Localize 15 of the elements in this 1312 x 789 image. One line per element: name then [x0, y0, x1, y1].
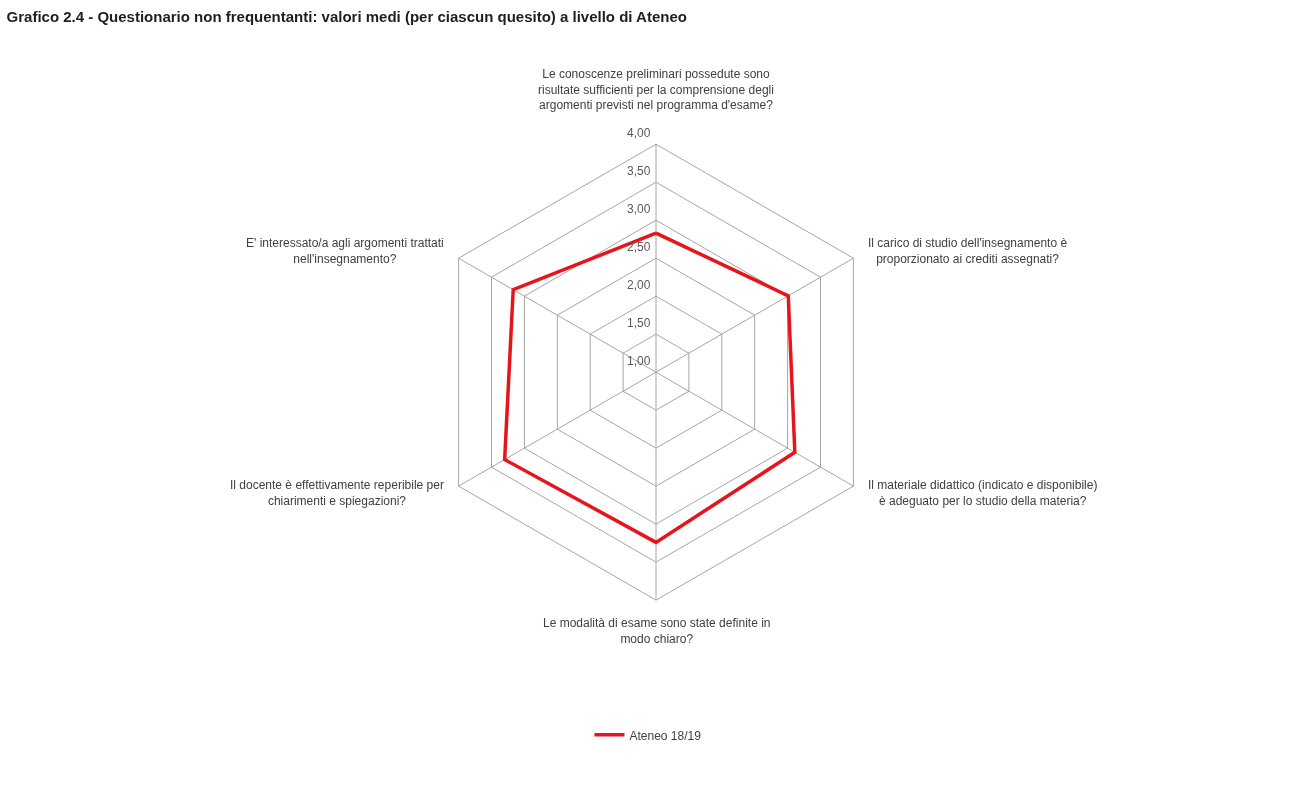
y-tick-label: 3,50 — [627, 164, 651, 178]
spoke-label: Le modalità di esame sono state definite in modo chiaro? — [543, 616, 771, 646]
spoke-label: Il carico di studio dell'insegnamento è proporzionato ai crediti assegnati? — [868, 236, 1068, 266]
chart-title: Grafico 2.4 - Questionario non frequentanti: valori medi (per ciascun quesito) a livello di Ateneo — [6, 8, 687, 26]
spoke-label: Il docente è effettivamente reperibile per chiarimenti e spiegazioni? — [230, 478, 444, 508]
y-tick-label: 1,50 — [627, 316, 651, 330]
y-tick-label: 4,00 — [627, 126, 651, 140]
spoke-label: E' interessato/a agli argomenti trattati nell'insegnamento? — [246, 236, 444, 266]
spoke-label: Le conoscenze preliminari possedute sono risultate sufficienti per la comprensione degli argomenti previsti nel programma d'esame? — [538, 67, 774, 113]
spoke-label: Il materiale didattico (indicato e disponibile) è adeguato per lo studio della materia? — [868, 478, 1098, 508]
legend-label: Ateneo 18/19 — [629, 728, 702, 743]
y-tick-label: 2,00 — [627, 278, 651, 292]
y-tick-label: 3,00 — [627, 202, 651, 216]
y-tick-label: 2,50 — [627, 240, 651, 254]
y-tick-label: 1,00 — [627, 354, 651, 368]
